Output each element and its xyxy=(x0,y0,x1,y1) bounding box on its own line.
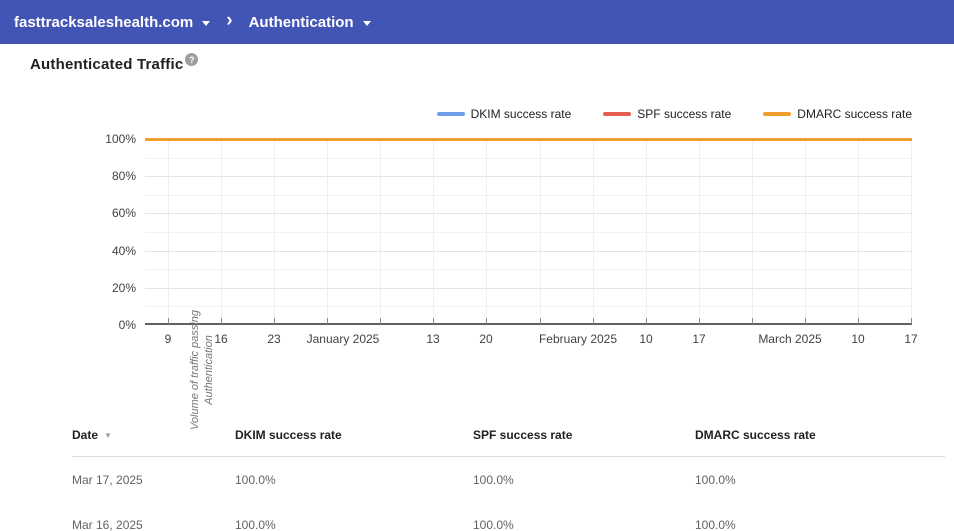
axis-tick xyxy=(327,318,329,324)
plot-area[interactable]: Volume of traffic passing Authentication… xyxy=(105,132,917,430)
x-tick-label: March 2025 xyxy=(758,332,822,346)
axis-tick xyxy=(274,318,276,324)
legend-item: DKIM success rate xyxy=(436,107,572,121)
y-tick-label: 40% xyxy=(111,243,136,258)
legend-swatch-icon xyxy=(603,112,632,116)
cell-date: Mar 17, 2025 xyxy=(72,472,143,487)
axis-tick xyxy=(433,318,435,324)
table-header-divider xyxy=(72,456,945,457)
axis-tick xyxy=(221,318,223,324)
cell-dkim: 100.0% xyxy=(235,472,276,487)
y-tick-label: 80% xyxy=(111,169,136,184)
help-icon[interactable]: ? xyxy=(185,53,199,66)
table-header-dkim: DKIM success rate xyxy=(235,428,342,442)
cell-spf: 100.0% xyxy=(473,472,514,487)
cell-date: Mar 16, 2025 xyxy=(72,517,143,531)
gridline-vertical xyxy=(539,139,541,323)
x-tick-label: February 2025 xyxy=(538,332,618,346)
y-tick-label: 20% xyxy=(111,280,136,295)
gridline-horizontal xyxy=(145,176,912,178)
x-tick-label: 10 xyxy=(639,332,653,346)
x-tick-label: 23 xyxy=(267,332,281,346)
gridline-horizontal xyxy=(145,250,912,252)
axis-tick xyxy=(751,318,753,324)
cell-dkim: 100.0% xyxy=(235,517,276,531)
table-header-row: Date ▼ DKIM success rate SPF success rate… xyxy=(72,422,945,448)
x-tick-label: 9 xyxy=(164,332,172,346)
legend-label: DKIM success rate xyxy=(470,107,572,121)
gridline-vertical xyxy=(486,139,488,323)
axis-tick xyxy=(380,318,382,324)
y-tick-label: 60% xyxy=(111,206,136,221)
legend-label: DMARC success rate xyxy=(797,107,912,121)
gridline-vertical xyxy=(168,139,169,323)
x-tick-label: 17 xyxy=(904,332,918,346)
legend-item: SPF success rate xyxy=(603,107,731,121)
page-title: Authenticated Traffic xyxy=(30,56,184,73)
table-row: Mar 16, 2025 100.0% 100.0% 100.0% xyxy=(72,502,945,531)
x-tick-label: 20 xyxy=(479,332,493,346)
gridline-horizontal xyxy=(145,157,912,159)
data-table: Date ▼ DKIM success rate SPF success rate… xyxy=(72,422,945,531)
legend-label: SPF success rate xyxy=(637,107,732,121)
gridline-horizontal xyxy=(145,194,912,196)
legend-swatch-icon xyxy=(763,112,792,116)
gridline-horizontal xyxy=(145,213,912,215)
axis-tick xyxy=(911,318,912,324)
table-row: Mar 17, 2025 100.0% 100.0% 100.0% xyxy=(72,457,945,502)
cell-dmarc: 100.0% xyxy=(695,472,736,487)
section-menu-label: Authentication xyxy=(248,13,354,31)
y-tick-label: 100% xyxy=(105,132,136,146)
axis-tick xyxy=(804,318,806,324)
series-line-dmarc xyxy=(145,137,912,141)
gridline-horizontal xyxy=(145,306,912,308)
gridline-vertical xyxy=(911,139,912,323)
gridline-vertical xyxy=(645,139,647,323)
caret-down-icon xyxy=(202,20,211,26)
table-header-spf: SPF success rate xyxy=(473,428,573,442)
gridline-vertical xyxy=(221,139,223,323)
axis-tick xyxy=(539,318,541,324)
section-menu-authentication[interactable]: Authentication xyxy=(249,14,371,31)
page-title-row: Authenticated Traffic ? xyxy=(30,53,199,73)
gridline-vertical xyxy=(433,139,435,323)
axis-tick xyxy=(486,318,488,324)
table-header-date[interactable]: Date ▼ xyxy=(72,428,112,442)
domain-menu-label: fasttracksaleshealth.com xyxy=(14,13,194,31)
x-tick-label: 13 xyxy=(426,332,440,346)
y-tick-label: 0% xyxy=(118,318,136,332)
gridline-vertical xyxy=(327,139,329,323)
sort-descending-icon[interactable]: ▼ xyxy=(104,431,112,440)
app-header: fasttracksaleshealth.com › Authenticatio… xyxy=(0,0,954,44)
axis-tick xyxy=(168,318,169,324)
breadcrumb-chevron-icon: › xyxy=(226,10,233,31)
cell-spf: 100.0% xyxy=(473,517,514,531)
caret-down-icon xyxy=(362,20,371,26)
axis-tick xyxy=(698,318,700,324)
gridline-horizontal xyxy=(145,269,912,271)
table-header-dmarc: DMARC success rate xyxy=(695,428,816,442)
gridline-vertical xyxy=(592,139,594,323)
gridline-vertical xyxy=(804,139,806,323)
axis-tick xyxy=(592,318,594,324)
gridline-vertical xyxy=(380,139,382,323)
gridline-vertical xyxy=(698,139,700,323)
gridline-vertical xyxy=(274,139,276,323)
gridline-horizontal xyxy=(145,232,912,233)
gridline-horizontal xyxy=(145,287,912,289)
gridline-vertical xyxy=(857,139,859,323)
domain-menu[interactable]: fasttracksaleshealth.com xyxy=(14,13,211,31)
x-tick-label: 17 xyxy=(692,332,706,346)
axis-tick xyxy=(857,318,859,324)
x-tick-label: January 2025 xyxy=(306,332,380,346)
axis-tick xyxy=(645,318,647,324)
x-tick-label: 16 xyxy=(214,332,228,346)
gridline-vertical xyxy=(751,139,753,323)
chart-legend: DKIM success rate SPF success rate DMARC s… xyxy=(0,107,912,121)
legend-item: DMARC success rate xyxy=(763,107,912,121)
cell-dmarc: 100.0% xyxy=(695,517,736,531)
x-tick-label: 10 xyxy=(851,332,865,346)
legend-swatch-icon xyxy=(436,112,465,116)
